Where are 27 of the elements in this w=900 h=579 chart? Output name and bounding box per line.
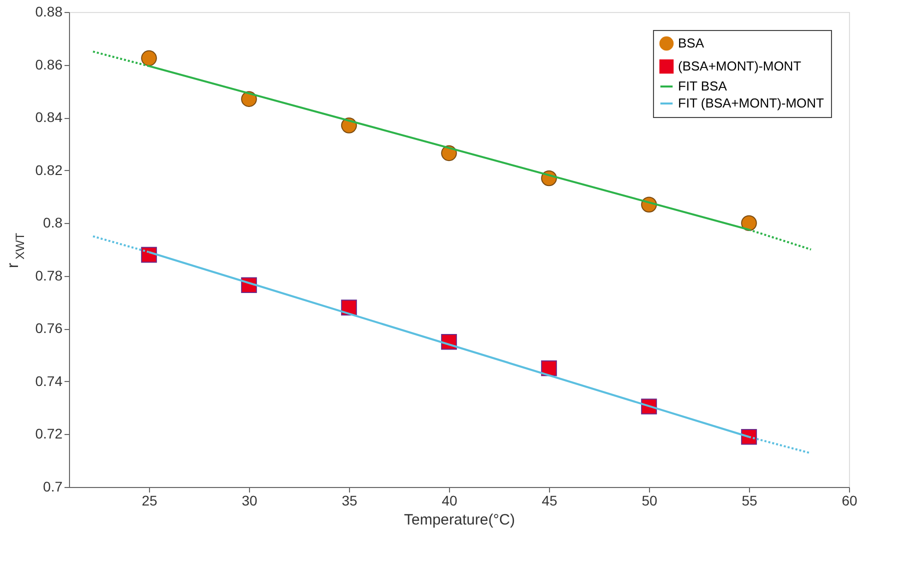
- y-tick-label: 0.74: [35, 372, 63, 389]
- y-tick-label: 0.82: [35, 162, 63, 178]
- y-tick-label: 0.7: [43, 478, 63, 494]
- y-tick-label: 0.76: [35, 320, 63, 336]
- legend-label: (BSA+MONT)-MONT: [678, 58, 802, 74]
- y-tick-label: 0.8: [43, 214, 63, 231]
- legend-label: FIT BSA: [678, 78, 728, 94]
- y-tick-label: 0.86: [35, 56, 63, 72]
- x-tick-label: 25: [142, 492, 158, 508]
- x-axis-title: Temperature(°C): [404, 512, 516, 528]
- x-tick-label: 60: [842, 492, 858, 508]
- x-tick-label: 30: [242, 492, 258, 508]
- x-tick-label: 50: [642, 492, 658, 508]
- y-tick-label: 0.88: [35, 4, 63, 20]
- x-tick-label: 35: [342, 492, 358, 508]
- x-tick-label: 45: [542, 492, 558, 508]
- y-tick-label: 0.78: [35, 267, 63, 284]
- x-tick-label: 40: [442, 492, 458, 508]
- y-axis-title: rXWT: [5, 232, 27, 268]
- point: [741, 215, 757, 232]
- x-tick-label: 55: [742, 492, 758, 508]
- point: [541, 360, 557, 376]
- legend-label: FIT (BSA+MONT)-MONT: [678, 96, 824, 110]
- legend-label: BSA: [678, 36, 704, 50]
- y-tick-label: 0.72: [35, 426, 63, 442]
- point: [141, 50, 157, 66]
- y-tick-label: 0.84: [35, 109, 63, 126]
